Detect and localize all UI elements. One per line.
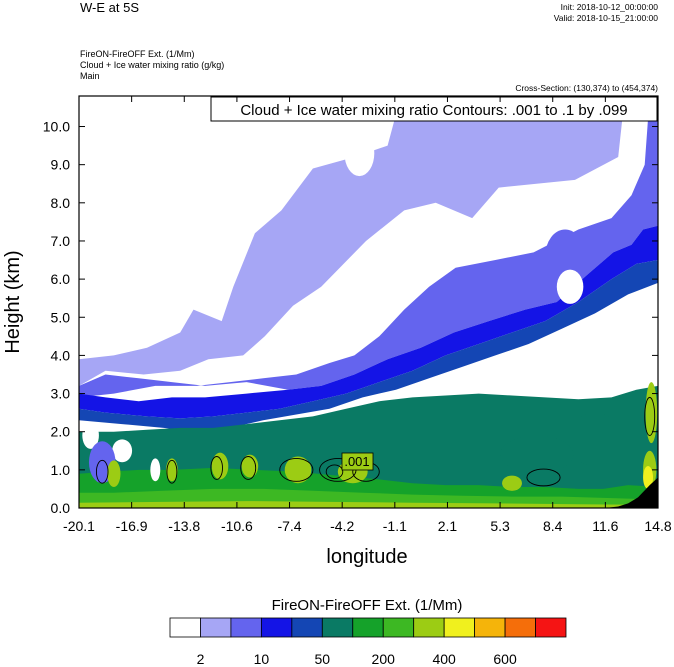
- colorbar-swatch: [321, 617, 354, 638]
- contour-line-8: [526, 468, 561, 487]
- y-tick-label: 5.0: [51, 309, 71, 325]
- plot-area: [79, 96, 658, 508]
- shaded-patch-10: [166, 458, 178, 482]
- shaded-patch-13: [284, 456, 312, 484]
- colorbar-swatch: [352, 617, 384, 638]
- x-tick-label: 8.4: [543, 518, 563, 534]
- chart-title: W-E at 5S: [80, 0, 140, 15]
- colorbar-swatch: [200, 617, 232, 638]
- subtitle-contour-field: Cloud + Ice water mixing ratio (g/kg): [80, 60, 225, 70]
- colorbar-label: 10: [254, 651, 270, 667]
- y-axis-label: Height (km): [2, 250, 24, 353]
- shaded-patch-7: [556, 269, 584, 304]
- y-tick-label: 9.0: [51, 157, 71, 173]
- contour-legend-text: Cloud + Ice water mixing ratio Contours:…: [240, 102, 627, 119]
- contour-line-0: [95, 459, 109, 484]
- x-tick-label: 5.3: [490, 518, 510, 534]
- colorbar-swatch: [413, 617, 445, 638]
- x-tick-label: -4.2: [330, 518, 354, 534]
- colorbar-swatch: [382, 617, 415, 638]
- colorbar: 2 10 50 200 400 600: [169, 617, 567, 667]
- y-tick-label: 1.0: [51, 462, 71, 478]
- colorbar-swatch: [535, 617, 567, 638]
- y-tick-label: 7.0: [51, 233, 71, 249]
- contour-line-3: [240, 456, 257, 480]
- shaded-patch-9: [107, 460, 121, 488]
- shaded-patch-5: [500, 435, 574, 474]
- terrain-mask: [604, 477, 658, 508]
- contour-line-6: [325, 464, 344, 480]
- contour-value-label: .001: [341, 452, 374, 471]
- cross-section-label: Cross-Section: (130,374) to (454,374): [515, 83, 658, 93]
- colorbar-swatch: [443, 617, 476, 638]
- contour-legend-box: Cloud + Ice water mixing ratio Contours:…: [210, 96, 658, 122]
- x-tick-label: -20.1: [63, 518, 95, 534]
- x-tick-label: 2.1: [438, 518, 458, 534]
- contour-line-2: [210, 456, 223, 480]
- shaded-level-2: [79, 96, 625, 386]
- x-axis-label: longitude: [326, 546, 407, 568]
- y-tick-label: 2.0: [51, 424, 71, 440]
- colorbar-swatch: [230, 617, 262, 638]
- colorbar-label: 600: [493, 651, 517, 667]
- contour-value-text: .001: [344, 454, 369, 469]
- y-tick-label: 3.0: [51, 386, 71, 402]
- shaded-patch-1: [112, 439, 133, 463]
- shaded-patch-0: [82, 422, 99, 449]
- valid-time: Valid: 2018-10-15_21:00:00: [553, 13, 658, 23]
- x-tick-label: 11.6: [592, 518, 618, 534]
- shaded-patch-11: [211, 452, 229, 480]
- x-tick-label: 14.8: [644, 518, 671, 534]
- colorbar-swatch: [291, 617, 323, 638]
- colorbar-title: FireON-FireOFF Ext. (1/Mm): [272, 597, 463, 614]
- colorbar-swatch: [504, 617, 536, 638]
- y-tick-label: 0.0: [51, 500, 71, 516]
- shaded-level-4: [79, 225, 658, 419]
- y-tick-label: 4.0: [51, 347, 71, 363]
- plot-frame: [78, 95, 659, 509]
- colorbar-label: 200: [372, 651, 396, 667]
- shaded-patch-15: [502, 475, 522, 491]
- shaded-patch-4: [568, 412, 622, 467]
- y-tick-label: 8.0: [51, 195, 71, 211]
- colorbar-swatch: [169, 617, 201, 638]
- contour-line-1: [166, 459, 178, 484]
- subtitle-field: FireON-FireOFF Ext. (1/Mm): [80, 49, 195, 59]
- y-tick-label: 6.0: [51, 271, 71, 287]
- contour-line-4: [279, 457, 314, 482]
- x-tick-label: -13.8: [168, 518, 200, 534]
- x-tick-label: -16.9: [116, 518, 148, 534]
- contour-line-9: [644, 396, 656, 436]
- colorbar-label: 400: [432, 651, 456, 667]
- x-tick-label: -10.6: [221, 518, 253, 534]
- init-time: Init: 2018-10-12_00:00:00: [560, 2, 658, 12]
- shaded-patch-8: [344, 130, 375, 177]
- shaded-patch-2: [150, 458, 161, 482]
- colorbar-label: 2: [197, 651, 205, 667]
- subtitle-domain: Main: [80, 71, 100, 81]
- shaded-patch-6: [545, 229, 586, 283]
- colorbar-swatch: [474, 617, 506, 638]
- shaded-patch-18: [643, 466, 654, 489]
- y-tick-label: 10.0: [43, 119, 70, 135]
- shaded-level-9: [79, 501, 658, 508]
- x-tick-label: -7.4: [277, 518, 301, 534]
- x-tick-label: -1.1: [383, 518, 407, 534]
- x-axis: -20.1 -16.9 -13.8 -10.6 -7.4 -4.2 -1.1 2.1 5.3 8.…: [63, 96, 672, 534]
- colorbar-label: 50: [315, 651, 331, 667]
- colorbar-swatch: [260, 617, 293, 638]
- y-axis: 0.0 1.0 2.0 3.0 4.0 5.0 6.0 7.0 8.0 9.0 10.0: [43, 119, 658, 516]
